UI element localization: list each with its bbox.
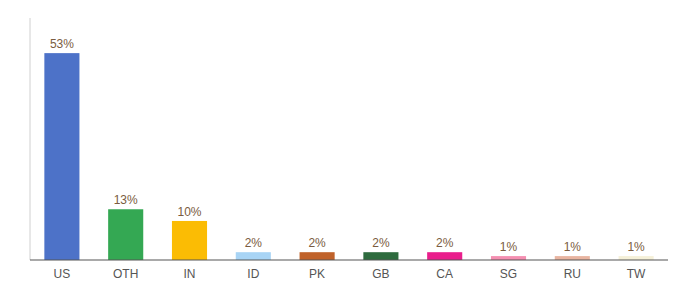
data-label: 1%	[500, 240, 518, 254]
chart-container: 53% 13% 10% 2% 2% 2% 2% 1% 1% 1% US OTH IN ID PK GB CA SG…	[0, 0, 680, 300]
x-tick-label: CA	[436, 267, 453, 281]
y-axis-line	[30, 18, 31, 260]
data-label: 2%	[308, 236, 326, 250]
x-axis-line	[30, 259, 668, 260]
data-label: 53%	[50, 37, 74, 51]
data-label: 1%	[564, 240, 582, 254]
x-tick-label: OTH	[113, 267, 138, 281]
bar	[172, 221, 207, 260]
bar	[108, 209, 143, 260]
data-label: 2%	[372, 236, 390, 250]
x-tick-label: IN	[184, 267, 196, 281]
data-label: 1%	[627, 240, 645, 254]
data-label: 13%	[114, 193, 138, 207]
bar	[300, 252, 335, 260]
chart: 53% 13% 10% 2% 2% 2% 2% 1% 1% 1% US OTH IN ID PK GB CA SG…	[0, 0, 680, 300]
labels: 53% 13% 10% 2% 2% 2% 2% 1% 1% 1%	[50, 37, 645, 254]
data-label: 2%	[436, 236, 454, 250]
x-tick-label: TW	[627, 267, 646, 281]
x-tick-label: SG	[500, 267, 517, 281]
bar	[236, 252, 271, 260]
data-label: 2%	[245, 236, 263, 250]
x-tick-label: RU	[564, 267, 581, 281]
bar	[44, 53, 79, 260]
x-tick-label: US	[54, 267, 71, 281]
bar	[363, 252, 398, 260]
x-tick-label: GB	[372, 267, 389, 281]
x-tick-label: ID	[247, 267, 259, 281]
bar	[427, 252, 462, 260]
x-tick-label: PK	[309, 267, 325, 281]
bars	[44, 53, 653, 260]
data-label: 10%	[177, 205, 201, 219]
